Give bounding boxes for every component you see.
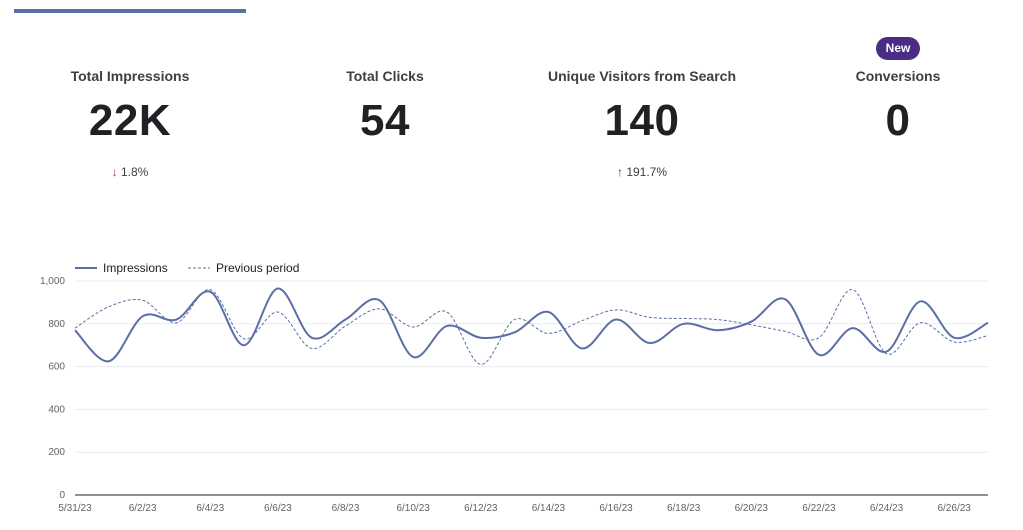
legend-label-impressions: Impressions	[103, 261, 168, 275]
previous-period-series-line	[74, 289, 989, 365]
x-tick-label: 6/12/23	[464, 503, 498, 514]
x-tick-label: 6/26/23	[937, 503, 971, 514]
active-tab-indicator	[14, 9, 246, 13]
y-tick-label: 200	[48, 447, 65, 458]
x-tick-label: 6/6/23	[264, 503, 292, 514]
impressions-line-chart: 0 200 400 600 800 1,000 5/31/23 6/2/23 6/4/23 6/6…	[40, 261, 989, 514]
x-tick-label: 6/10/23	[396, 503, 430, 514]
metric-label: Conversions	[855, 68, 941, 84]
metric-value: 22K	[88, 96, 172, 145]
x-tick-label: 6/22/23	[802, 503, 836, 514]
y-tick-label: 1,000	[40, 276, 65, 287]
x-tick-label: 6/18/23	[667, 503, 701, 514]
metric-value: 140	[604, 96, 680, 145]
metric-change: ↑ 191.7%	[532, 165, 752, 179]
x-tick-label: 6/4/23	[196, 503, 224, 514]
arrow-down-icon: ↓	[111, 165, 118, 179]
metric-value: 0	[885, 96, 911, 145]
metric-value: 54	[360, 96, 410, 145]
metric-label: Total Clicks	[346, 68, 424, 84]
legend-label-previous-period: Previous period	[216, 261, 299, 275]
x-tick-label: 6/20/23	[735, 503, 769, 514]
y-tick-label: 800	[48, 319, 65, 330]
y-tick-label: 0	[59, 490, 65, 501]
metric-label: Total Impressions	[70, 68, 190, 84]
impressions-series-line	[74, 287, 989, 363]
x-tick-label: 6/8/23	[332, 503, 360, 514]
arrow-up-icon: ↑	[616, 165, 623, 179]
y-tick-label: 400	[48, 404, 65, 415]
metric-label: Unique Visitors from Search	[547, 68, 736, 84]
metric-change-value: 1.8%	[120, 165, 149, 179]
x-tick-label: 6/16/23	[599, 503, 633, 514]
y-tick-label: 600	[48, 362, 65, 373]
x-tick-label: 6/14/23	[532, 503, 566, 514]
x-tick-label: 6/2/23	[129, 503, 157, 514]
metric-change: ↓ 1.8%	[40, 165, 220, 179]
x-tick-label: 6/24/23	[870, 503, 904, 514]
x-tick-label: 5/31/23	[58, 503, 92, 514]
new-badge: New	[876, 37, 920, 60]
metric-change-value: 191.7%	[626, 165, 668, 179]
